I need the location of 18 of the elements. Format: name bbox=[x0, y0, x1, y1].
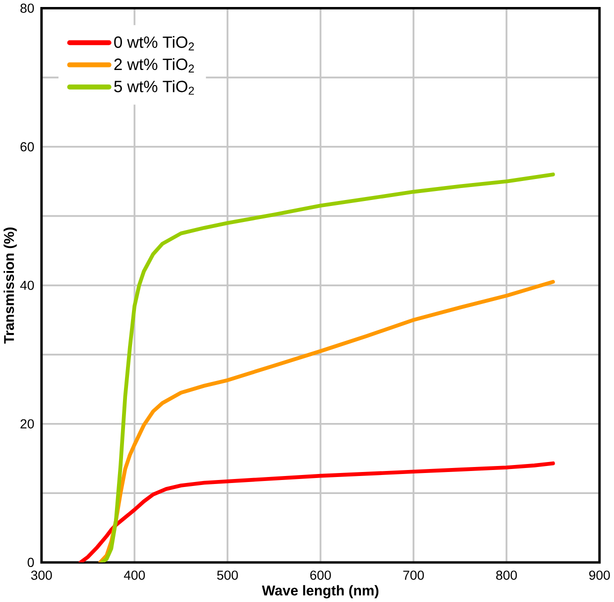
legend-label: 2 wt% TiO$_{2}$ bbox=[114, 58, 194, 73]
y-axis-title: Transmission (%) bbox=[4, 228, 17, 344]
x-tick-label: 300 bbox=[31, 570, 52, 580]
line-series bbox=[100, 172, 555, 562]
y-tick-label: 40 bbox=[20, 280, 34, 290]
y-tick-label: 80 bbox=[20, 4, 34, 13]
y-tick-label: 20 bbox=[20, 419, 34, 428]
x-tick-label: 800 bbox=[496, 570, 517, 580]
x-axis-title: Wave length (nm) bbox=[262, 585, 378, 598]
x-tick-label: 900 bbox=[589, 570, 610, 580]
x-tick-label: 400 bbox=[124, 570, 145, 580]
x-tick-label: 700 bbox=[403, 570, 424, 580]
legend-label: 5 wt% TiO$_{2}$ bbox=[114, 80, 194, 95]
y-tick-label: 60 bbox=[20, 142, 34, 152]
legend-label: 0 wt% TiO$_{2}$ bbox=[114, 36, 194, 50]
x-tick-label: 500 bbox=[217, 570, 238, 580]
y-tick-label: 0 bbox=[28, 558, 34, 568]
x-tick-label: 600 bbox=[310, 570, 331, 580]
